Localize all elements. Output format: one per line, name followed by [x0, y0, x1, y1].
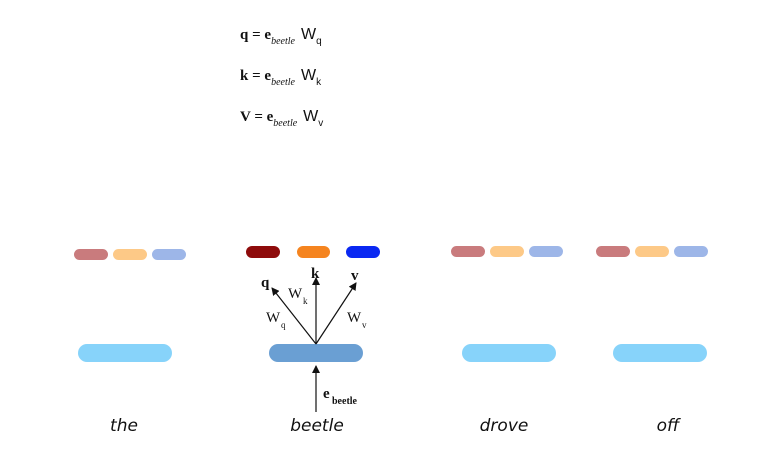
eq-equals: =: [248, 68, 265, 84]
v-vector-off: [674, 246, 708, 257]
eq-equals: =: [250, 109, 267, 125]
word-the: the: [110, 416, 138, 436]
label-wq: W: [266, 310, 281, 326]
label-q: q: [261, 275, 270, 291]
eq-w-sub: v: [318, 118, 324, 129]
equation-k: k = ebeetle Wk: [240, 67, 322, 88]
eq-e-sub: beetle: [271, 77, 295, 88]
arrow-to-q: [271, 287, 317, 345]
v-vector-drove: [529, 246, 563, 257]
word-drove: drove: [479, 416, 529, 436]
arrow-to-v: [315, 282, 357, 345]
k-vector-the: [113, 249, 147, 260]
word-off: off: [656, 416, 680, 436]
embedding-beetle: [269, 344, 363, 362]
equation-v: V = ebeetle Wv: [240, 108, 324, 129]
q-vector-beetle: [246, 246, 280, 258]
eq-w-sub: k: [316, 77, 322, 88]
eq-equals: =: [248, 27, 265, 43]
eq-lhs: V: [240, 109, 251, 125]
embedding-the: [78, 344, 172, 362]
eq-w-sub: q: [316, 36, 322, 47]
word-beetle: beetle: [290, 416, 344, 436]
label-wv: W: [347, 310, 362, 326]
eq-e: e: [264, 27, 272, 43]
eq-e: e: [264, 68, 272, 84]
label-v: v: [351, 268, 359, 284]
eq-lhs: q: [240, 27, 249, 43]
q-vector-drove: [451, 246, 485, 257]
label-wk: W: [288, 286, 303, 302]
equation-q: q = ebeetle Wq: [240, 26, 322, 47]
k-vector-drove: [490, 246, 524, 257]
embedding-drove: [462, 344, 556, 362]
eq-w: W: [303, 108, 319, 125]
v-vector-the: [152, 249, 186, 260]
eq-w: W: [300, 26, 317, 43]
label-wk-sub: k: [303, 296, 308, 306]
k-vector-beetle: [297, 246, 330, 258]
label-wv-sub: v: [362, 320, 367, 330]
eq-w: W: [300, 67, 317, 84]
q-vector-the: [74, 249, 108, 260]
label-k: k: [311, 266, 320, 282]
q-vector-off: [596, 246, 630, 257]
v-vector-beetle: [346, 246, 380, 258]
label-wq-sub: q: [281, 320, 286, 330]
k-vector-off: [635, 246, 669, 257]
eq-e: e: [266, 109, 274, 125]
eq-e-sub: beetle: [273, 118, 298, 129]
eq-e-sub: beetle: [271, 36, 295, 47]
label-e: e: [323, 386, 330, 402]
embedding-off: [613, 344, 707, 362]
eq-lhs: k: [240, 68, 249, 84]
label-e-sub: beetle: [332, 396, 358, 407]
